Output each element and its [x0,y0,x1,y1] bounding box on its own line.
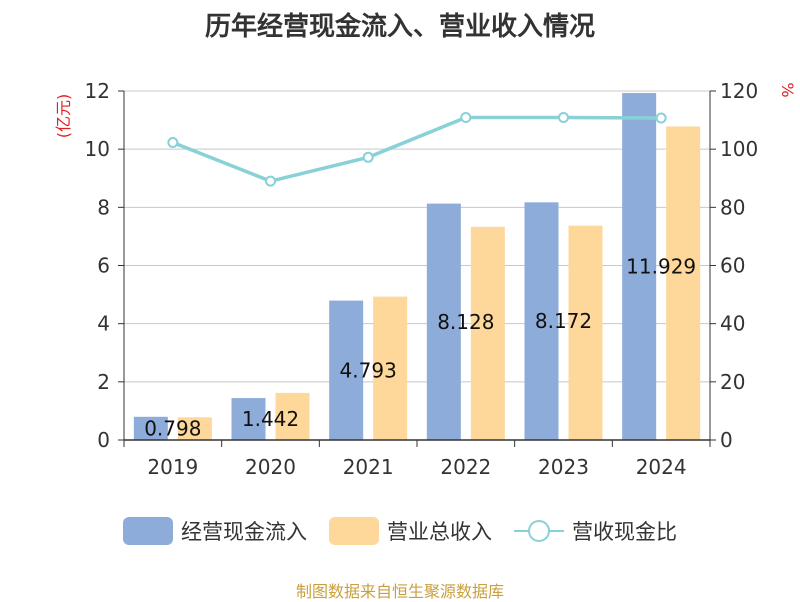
right-tick-label-100: 100 [720,137,758,161]
ratio-point-2019 [167,136,179,148]
legend-swatch-ratio [514,517,564,545]
left-tick-label-8: 8 [97,195,110,219]
bar-revenue-2022 [470,226,505,440]
right-tick-label-80: 80 [720,195,745,219]
bar-revenue-2023 [568,225,603,440]
left-tick-label-2: 2 [97,370,110,394]
legend-swatch-cash-inflow [123,517,173,545]
right-tick-label-40: 40 [720,312,745,336]
source-note: 制图数据来自恒生聚源数据库 [295,582,504,601]
left-tick-label-12: 12 [85,79,110,103]
data-label-cash-inflow-2023: 8.172 [535,309,592,333]
x-tick-label-2021: 2021 [343,455,394,479]
legend-item-cash-revenue-ratio[interactable]: 营收现金比 [514,516,677,546]
right-tick-label-0: 0 [720,428,733,452]
left-axis-unit: (亿元) [54,94,73,139]
right-tick-label-20: 20 [720,370,745,394]
data-label-cash-inflow-2022: 8.128 [437,310,494,334]
legend-swatch-revenue [329,517,379,545]
bar-revenue-2024 [666,126,701,441]
ratio-point-2021 [362,151,374,163]
bar-revenue-2019 [177,417,212,440]
data-label-cash-inflow-2019: 0.798 [144,416,201,440]
data-label-cash-inflow-2021: 4.793 [340,358,397,382]
legend-item-cash-inflow[interactable]: 经营现金流入 [123,516,307,546]
bar-revenue-2020 [275,392,310,440]
legend-label-cash-inflow: 经营现金流入 [181,520,307,544]
bar-cash-inflow-2019 [133,416,168,440]
right-tick-label-120: 120 [720,79,758,103]
bar-revenue-2021 [373,296,408,440]
data-labels: 0.798 1.442 4.793 8.128 8.172 11.929 [144,255,696,441]
x-tick-label-2020: 2020 [245,455,296,479]
x-tick-label-2019: 2019 [147,455,198,479]
bar-cash-inflow-2024 [622,93,657,441]
right-axis-unit: % [778,82,797,97]
grid-lines [124,90,710,383]
x-tick-label-2022: 2022 [440,455,491,479]
left-tick-label-0: 0 [97,428,110,452]
chart-title: 历年经营现金流入、营业收入情况 [204,12,595,42]
data-label-cash-inflow-2020: 1.442 [242,407,299,431]
left-tick-label-10: 10 [85,137,110,161]
ratio-point-2020 [265,175,276,187]
bar-cash-inflow-2023 [524,202,559,440]
bars [133,93,701,441]
left-tick-label-6: 6 [97,254,110,278]
x-tick-label-2024: 2024 [636,455,687,479]
right-tick-label-60: 60 [720,254,745,278]
bar-cash-inflow-2021 [329,300,364,440]
x-tick-label-2023: 2023 [538,455,589,479]
ratio-point-2023 [558,111,569,123]
legend-label-revenue: 营业总收入 [387,520,492,544]
ratio-point-2022 [460,111,472,123]
bar-cash-inflow-2020 [231,398,266,440]
left-tick-label-4: 4 [97,312,110,336]
ratio-line [167,111,667,187]
legend: 经营现金流入 营业总收入 营收现金比 [0,516,800,546]
data-label-cash-inflow-2024: 11.929 [626,255,696,279]
ratio-polyline [172,115,662,183]
ratio-point-2024 [655,112,667,124]
bar-cash-inflow-2022 [426,203,461,440]
legend-label-ratio: 营收现金比 [572,520,677,544]
legend-item-revenue[interactable]: 营业总收入 [329,516,492,546]
